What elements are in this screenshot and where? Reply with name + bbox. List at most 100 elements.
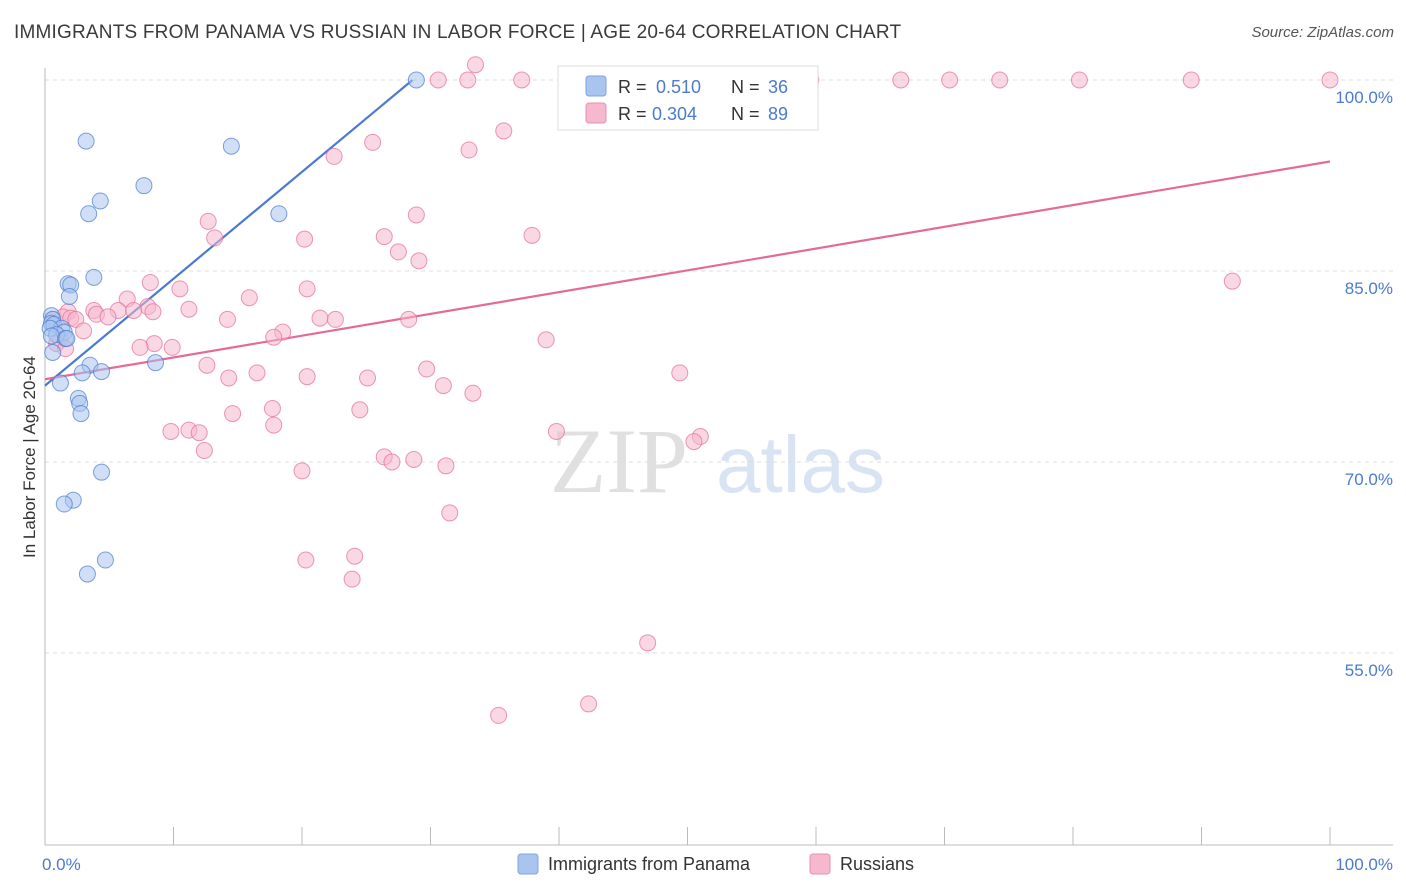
point-russian [405, 450, 423, 468]
point-russian [434, 377, 452, 395]
point-russian [131, 338, 149, 356]
point-russian [1321, 71, 1339, 89]
point-russian [180, 300, 198, 318]
point-russian [248, 364, 266, 382]
point-russian [265, 416, 283, 434]
point-russian [389, 243, 407, 261]
legend-swatch-russians [585, 102, 607, 124]
legend-r-label-russians: R = [618, 104, 647, 124]
point-russian [580, 695, 598, 713]
source-credit: Source: ZipAtlas.com [1251, 24, 1394, 41]
point-russian [429, 71, 447, 89]
point-panama [55, 495, 73, 513]
point-panama [73, 364, 91, 382]
point-russian [351, 401, 369, 419]
trendline-russian [44, 160, 1331, 381]
point-panama [80, 205, 98, 223]
point-russian [892, 71, 910, 89]
point-russian [1182, 71, 1200, 89]
point-russian [171, 280, 189, 298]
point-panama [93, 363, 111, 381]
point-russian [364, 133, 382, 151]
point-panama [58, 329, 76, 347]
legend-r-value-russians: 0.304 [652, 104, 697, 124]
point-russian [513, 71, 531, 89]
point-russian [383, 453, 401, 471]
legend-swatch-panama [585, 75, 607, 97]
point-russian [537, 331, 555, 349]
watermark: ZIP atlas [550, 410, 885, 512]
y-tick-label: 55.0% [1345, 661, 1393, 680]
point-russian [490, 706, 508, 724]
point-russian [437, 457, 455, 475]
point-russian [346, 547, 364, 565]
point-russian [941, 71, 959, 89]
point-russian [263, 400, 281, 418]
point-russian [163, 338, 181, 356]
point-russian [311, 309, 329, 327]
point-russian [495, 122, 513, 140]
trendline-panama [44, 79, 414, 387]
point-russian [75, 322, 93, 340]
legend-n-value-panama: 36 [768, 77, 788, 97]
point-russian [144, 303, 162, 321]
point-russian [198, 356, 216, 374]
x-tick-label-min: 0.0% [42, 855, 81, 874]
point-panama [270, 205, 288, 223]
point-panama [91, 192, 109, 210]
watermark-zip: ZIP [550, 410, 688, 512]
point-panama [147, 354, 165, 372]
point-russian [1070, 71, 1088, 89]
point-panama [135, 177, 153, 195]
point-russian [460, 141, 478, 159]
data-points [41, 56, 1339, 724]
point-panama [93, 463, 111, 481]
bottom-legend-label-russians: Russians [840, 854, 914, 874]
point-russian [459, 71, 477, 89]
point-panama [60, 287, 78, 305]
point-russian [441, 504, 459, 522]
point-russian [991, 71, 1009, 89]
point-russian [639, 634, 657, 652]
correlation-legend: R = 0.510 N = 36 R = 0.304 N = 89 [557, 65, 819, 131]
point-russian [240, 289, 258, 307]
point-russian [141, 273, 159, 291]
point-panama [407, 71, 425, 89]
bottom-legend-swatch-panama [517, 853, 539, 875]
point-russian [407, 206, 425, 224]
point-russian [359, 369, 377, 387]
y-tick-label: 85.0% [1345, 279, 1393, 298]
point-russian [297, 551, 315, 569]
point-russian [199, 212, 217, 230]
legend-r-value-panama: 0.510 [656, 77, 701, 97]
point-russian [145, 335, 163, 353]
point-russian [195, 442, 213, 460]
legend-n-label-russians: N = [731, 104, 760, 124]
point-panama [44, 343, 62, 361]
legend-r-label-panama: R = [618, 77, 647, 97]
point-russian [410, 252, 428, 270]
point-panama [96, 551, 114, 569]
point-russian [220, 369, 238, 387]
bottom-legend-swatch-russians [809, 853, 831, 875]
point-panama [51, 374, 69, 392]
point-russian [418, 360, 436, 378]
point-russian [298, 280, 316, 298]
point-russian [125, 301, 143, 319]
point-russian [224, 405, 242, 423]
chart-title: IMMIGRANTS FROM PANAMA VS RUSSIAN IN LAB… [14, 22, 902, 43]
bottom-legend-label-panama: Immigrants from Panama [548, 854, 751, 874]
point-panama [72, 405, 90, 423]
legend-n-value-russians: 89 [768, 104, 788, 124]
point-russian [343, 570, 361, 588]
point-russian [218, 310, 236, 328]
point-russian [162, 422, 180, 440]
point-russian [1223, 272, 1241, 290]
point-panama [77, 132, 95, 150]
point-russian [464, 384, 482, 402]
point-russian [326, 310, 344, 328]
point-panama [222, 137, 240, 155]
point-russian [685, 433, 703, 451]
y-tick-label: 100.0% [1335, 88, 1393, 107]
